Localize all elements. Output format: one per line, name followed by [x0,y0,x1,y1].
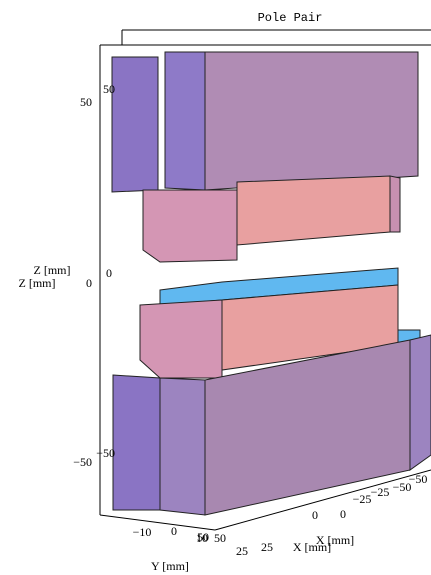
chart-title: Pole Pair [258,11,323,25]
x-tick-label: −50 [409,472,428,486]
x-axis-label: X [mm] [316,533,354,547]
bottom-pole [113,268,431,515]
y-tick-label: 0 [171,524,177,538]
z-axis-label: Z [mm] [19,276,56,290]
x-tick-label: 0 [340,507,346,521]
z-tick-label: −50 [96,446,115,460]
z-tick-label: 50 [80,95,92,109]
z-axis-label: Z [mm] [34,263,71,277]
x-tick-label: 25 [236,544,248,558]
x-tick-label: 50 [197,530,209,544]
top-pole [112,52,418,262]
y-axis-label: Y [mm] [151,559,189,573]
x-tick-label: −25 [353,492,372,506]
z-tick-label: 0 [86,276,92,290]
z-tick-label: 0 [106,266,112,280]
x-tick-label: 25 [261,540,273,554]
z-tick-label: −50 [73,455,92,469]
x-tick-label: −25 [371,485,390,499]
x-tick-label: 0 [312,508,318,522]
z-tick-label: 50 [103,82,115,96]
x-tick-label: 50 [214,531,226,545]
plot: Pole Pair Z [mm] Z [mm] 50 0 −50 50 0 −5… [0,0,431,575]
y-tick-label: −10 [133,525,152,539]
x-tick-label: −50 [393,480,412,494]
